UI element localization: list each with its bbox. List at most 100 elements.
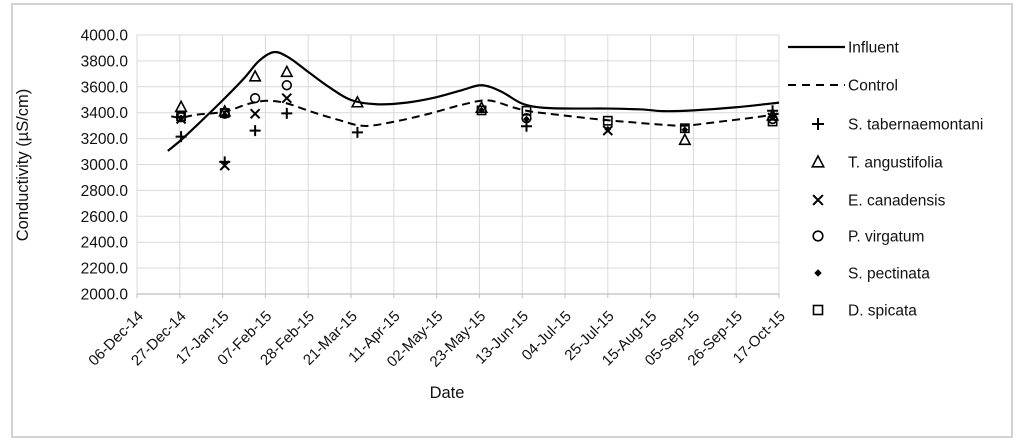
diamond-marker [523, 115, 530, 123]
data-point-marker [281, 92, 293, 104]
data-point-marker [521, 105, 532, 116]
square-marker [679, 123, 690, 134]
data-point-marker [678, 132, 692, 146]
data-point-marker [351, 126, 363, 138]
diamond-marker [177, 114, 185, 122]
triangle-marker [174, 99, 188, 113]
data-point-marker [280, 64, 294, 78]
circle-marker [249, 92, 261, 104]
data-point-marker [174, 99, 188, 113]
x-axis-title: Date [430, 384, 465, 402]
data-point-marker [604, 125, 612, 133]
data-point-marker [350, 95, 364, 108]
legend-marker-triangle-open [810, 154, 826, 168]
square-marker [521, 105, 532, 116]
diamond-marker [478, 106, 485, 114]
data-point-marker [478, 106, 485, 114]
data-point-marker [681, 126, 689, 134]
legend-marker-circle-open [812, 230, 824, 242]
legend-marker-plus [812, 118, 824, 130]
data-point-marker [767, 116, 778, 127]
series-line-influent [167, 50, 780, 152]
data-point-marker [219, 160, 230, 171]
axis-layer: 4000.0 3800.0 3600.0 3400.0 3200.0 3000.0 2800… [14, 28, 789, 403]
legend-label: S. tabernaemontani [848, 117, 983, 134]
plus-marker [812, 118, 824, 130]
y-tick-label: 3800.0 [81, 53, 129, 70]
circle-marker [812, 230, 824, 242]
legend-label: S. pectinata [848, 266, 930, 283]
legend-label: Influent [848, 40, 900, 57]
legend-label: Control [848, 78, 898, 95]
diamond-marker [681, 126, 689, 134]
data-point-marker [281, 107, 293, 119]
x-marker [281, 92, 293, 104]
legend-label: T. angustifolia [848, 155, 943, 172]
legend-item-s-tabernaemontani: S. tabernaemontani [812, 117, 983, 134]
legend-marker-x [812, 194, 824, 206]
legend-item-p-virgatum: P. virgatum [812, 229, 924, 246]
data-point-marker [177, 114, 185, 122]
series-line-control [171, 99, 780, 127]
square-marker [176, 111, 187, 122]
legend-item-d-spicata: D. spicata [812, 303, 917, 320]
circle-marker [281, 80, 292, 91]
plus-marker [249, 125, 261, 137]
y-tick-label: 3000.0 [81, 157, 129, 174]
data-point-marker [219, 108, 230, 118]
data-point-marker [523, 115, 530, 123]
legend-marker-diamond-filled [814, 269, 822, 277]
data-point-marker [249, 108, 261, 119]
data-point-marker [281, 80, 292, 91]
series-layer [167, 50, 780, 171]
legend-label: E. canadensis [848, 193, 946, 210]
triangle-marker [350, 95, 364, 108]
figure-frame [11, 3, 1013, 438]
x-marker [812, 194, 824, 206]
x-marker [249, 108, 261, 119]
triangle-marker [280, 64, 294, 78]
triangle-marker [248, 69, 262, 82]
data-point-marker [249, 92, 261, 104]
data-point-marker [248, 69, 262, 82]
y-tick-label: 3200.0 [81, 131, 129, 148]
legend-marker-square-open [812, 304, 824, 316]
y-tick-label: 2800.0 [81, 183, 129, 200]
legend-item-t-angustifolia: T. angustifolia [810, 154, 943, 172]
grid-layer [136, 34, 780, 295]
data-point-marker [476, 105, 487, 116]
triangle-marker [810, 154, 826, 168]
plus-marker [175, 131, 187, 143]
plus-marker [281, 107, 293, 119]
data-point-marker [679, 123, 690, 134]
data-point-marker [249, 125, 261, 137]
legend-label: D. spicata [848, 303, 917, 320]
legend-label: P. virgatum [848, 229, 924, 246]
y-tick-label: 3400.0 [81, 105, 129, 122]
y-axis-title: Conductivity (µS/cm) [14, 89, 32, 242]
square-marker [602, 115, 613, 126]
legend-item-influent: Influent [788, 40, 900, 57]
square-marker [476, 105, 487, 116]
data-point-marker [175, 131, 187, 143]
y-tick-label: 2000.0 [81, 287, 129, 304]
legend-item-e-canadensis: E. canadensis [812, 193, 946, 210]
triangle-marker [678, 132, 692, 146]
square-marker [812, 304, 824, 316]
y-tick-label: 2600.0 [81, 209, 129, 226]
legend-item-s-pectinata: S. pectinata [814, 266, 930, 283]
series-d-spicata [176, 105, 778, 134]
data-point-marker [602, 115, 613, 126]
x-marker [219, 160, 230, 171]
y-tick-label: 3600.0 [81, 79, 129, 96]
square-marker [767, 116, 778, 127]
diamond-marker [814, 269, 822, 277]
y-tick-label: 2200.0 [81, 261, 129, 278]
data-point-marker [176, 111, 187, 122]
y-tick-label: 4000.0 [81, 28, 129, 45]
plus-marker [351, 126, 363, 138]
legend-item-control: Control [788, 78, 898, 95]
diamond-marker [604, 125, 612, 133]
y-tick-label: 2400.0 [81, 235, 129, 252]
